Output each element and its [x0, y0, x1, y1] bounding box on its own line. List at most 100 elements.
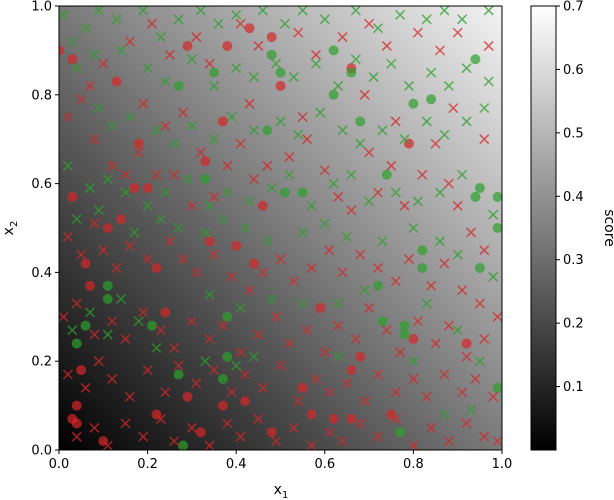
- red-x-point: [337, 32, 348, 43]
- red-x-point: [142, 365, 153, 376]
- red-x-point: [284, 151, 295, 162]
- red-x-point: [209, 249, 220, 260]
- green-x-point: [84, 307, 96, 318]
- green-x-point: [439, 6, 450, 16]
- green-circle-point: [173, 80, 184, 91]
- green-x-point: [439, 409, 450, 420]
- red-x-point: [452, 200, 463, 211]
- red-x-point: [337, 436, 348, 447]
- colorbar-tick-label: 0.7: [563, 0, 584, 15]
- red-circle-point: [129, 183, 140, 194]
- red-circle-point: [328, 413, 339, 424]
- red-x-point: [386, 160, 397, 171]
- green-x-point: [138, 6, 149, 16]
- red-x-point: [372, 431, 383, 442]
- red-x-point: [381, 325, 392, 336]
- green-x-point: [84, 183, 96, 194]
- green-circle-point: [222, 311, 233, 322]
- red-x-point: [324, 245, 335, 256]
- green-x-point: [93, 6, 104, 16]
- green-circle-point: [178, 440, 189, 450]
- red-x-point: [133, 147, 144, 158]
- green-x-point: [142, 63, 153, 74]
- red-x-point: [293, 396, 304, 407]
- green-x-point: [350, 54, 361, 65]
- red-circle-point: [142, 183, 153, 194]
- green-x-point: [186, 54, 197, 65]
- red-x-point: [333, 320, 344, 331]
- red-x-point: [124, 36, 135, 47]
- green-x-point: [93, 205, 104, 216]
- red-x-point: [89, 329, 100, 340]
- green-x-point: [315, 107, 326, 118]
- red-circle-point: [240, 396, 251, 407]
- green-x-point: [173, 14, 184, 25]
- colorbar-tick-label: 0.1: [563, 380, 584, 395]
- green-circle-point: [200, 174, 211, 185]
- red-x-point: [372, 187, 383, 198]
- red-x-point: [62, 369, 73, 380]
- green-x-point: [399, 134, 410, 145]
- red-circle-point: [85, 280, 96, 291]
- red-x-point: [275, 254, 286, 265]
- green-circle-point: [417, 262, 428, 273]
- red-x-point: [169, 436, 180, 447]
- red-x-point: [324, 427, 335, 438]
- green-x-point: [120, 187, 131, 198]
- green-x-point: [421, 116, 432, 127]
- green-x-point: [483, 76, 494, 87]
- red-x-point: [288, 422, 299, 433]
- green-x-point: [213, 18, 224, 29]
- green-x-point: [408, 356, 419, 367]
- green-x-point: [129, 227, 140, 238]
- red-circle-point: [217, 116, 228, 127]
- green-circle-point: [395, 427, 406, 438]
- red-x-point: [439, 369, 450, 380]
- red-x-point: [186, 422, 197, 433]
- green-circle-point: [470, 191, 481, 202]
- red-x-point: [169, 342, 180, 353]
- x-tick-label: 1.0: [492, 457, 513, 472]
- green-x-point: [377, 236, 388, 247]
- green-x-point: [346, 169, 357, 180]
- green-x-point: [107, 120, 118, 131]
- red-x-point: [408, 440, 419, 450]
- red-circle-point: [297, 382, 308, 393]
- green-x-point: [204, 289, 215, 300]
- colorbar-tick-label: 0.2: [563, 317, 584, 332]
- y-axis-label: x2: [1, 221, 20, 236]
- green-x-point: [169, 138, 180, 149]
- red-x-point: [142, 254, 153, 265]
- green-x-point: [173, 222, 184, 234]
- red-circle-point: [200, 156, 211, 167]
- green-circle-point: [71, 338, 82, 349]
- green-x-point: [488, 209, 499, 220]
- green-circle-point: [492, 191, 502, 202]
- red-x-point: [474, 298, 485, 309]
- red-x-point: [457, 285, 468, 296]
- red-x-point: [164, 49, 175, 60]
- green-x-point: [390, 187, 401, 198]
- x-tick-label: 0.4: [226, 457, 247, 472]
- red-x-point: [209, 365, 220, 376]
- red-circle-point: [231, 240, 242, 251]
- green-circle-point: [222, 351, 233, 362]
- red-x-point: [107, 160, 118, 171]
- red-x-point: [138, 431, 149, 442]
- green-x-point: [59, 9, 69, 20]
- red-x-point: [160, 387, 171, 398]
- y-tick-label: 1.0: [31, 0, 52, 15]
- green-x-point: [443, 80, 454, 91]
- green-x-point: [248, 72, 259, 83]
- red-x-point: [390, 116, 401, 127]
- red-x-point: [355, 418, 366, 429]
- green-x-point: [266, 183, 277, 194]
- green-x-point: [479, 103, 490, 114]
- red-x-point: [138, 98, 149, 109]
- red-circle-point: [306, 409, 317, 420]
- red-x-point: [465, 227, 477, 238]
- red-circle-point: [217, 400, 228, 411]
- red-x-point: [479, 134, 490, 145]
- red-x-point: [288, 276, 299, 287]
